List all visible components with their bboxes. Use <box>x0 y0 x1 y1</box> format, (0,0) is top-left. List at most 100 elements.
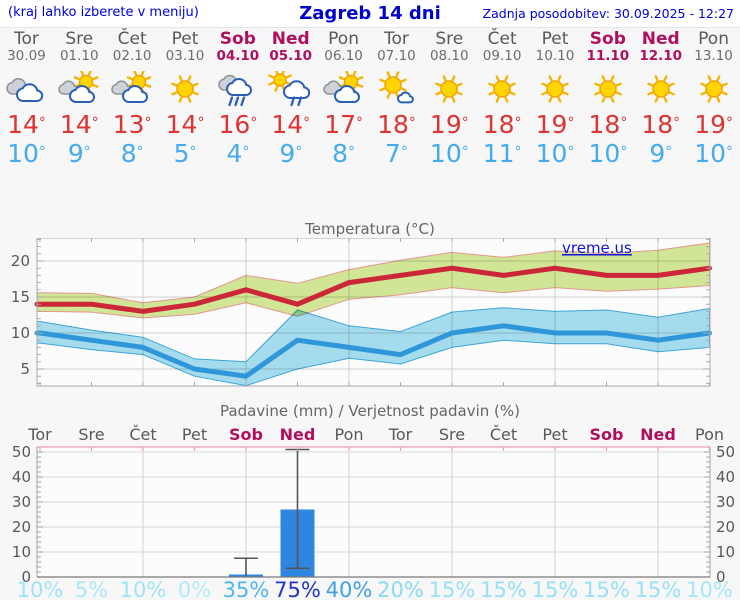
high-temp: 13° <box>112 110 152 139</box>
day-column[interactable]: Pon 06.10 17° 8° <box>317 30 370 168</box>
day-date: 02.10 <box>112 48 152 64</box>
day-name: Tor <box>13 29 39 49</box>
day-column[interactable]: Čet 09.10 18° 11° <box>476 29 529 169</box>
day-date: 11.10 <box>586 48 630 64</box>
day-date: 09.10 <box>482 48 522 64</box>
day-column[interactable]: Pet 10.10 19° 10° <box>529 29 582 169</box>
high-temp: 19° <box>535 110 575 139</box>
precip-probability-label: 15% <box>583 578 630 600</box>
day-name: Pon <box>328 29 359 49</box>
precip-axis-label-right: 10 <box>716 543 735 561</box>
sun-icon <box>634 71 687 109</box>
last-update-text: Zadnja posodobitev: 30.09.2025 - 12:27 <box>482 6 734 21</box>
precipitation-chart-title: Padavine (mm) / Verjetnost padavin (%) <box>220 402 520 420</box>
menu-note[interactable]: (kraj lahko izberete v meniju) <box>8 5 199 20</box>
day-column[interactable]: Pet 03.10 14° 5° <box>159 30 212 169</box>
sun-part <box>541 75 569 103</box>
temp-axis-label: 10 <box>11 324 30 342</box>
precip-day-label: Ned <box>640 425 676 444</box>
day-column[interactable]: Tor 30.09 14° 10° <box>0 30 53 168</box>
day-name: Sob <box>219 29 256 49</box>
day-name: Čet <box>487 29 517 49</box>
precip-axis-label-right: 40 <box>716 468 735 486</box>
sun-small-cloud-icon <box>370 71 423 109</box>
sun-part <box>488 75 516 103</box>
sun-icon <box>159 71 212 109</box>
day-date: 03.10 <box>165 48 205 64</box>
day-column[interactable]: Sre 08.10 19° 10° <box>423 29 476 169</box>
temp-axis-label: 20 <box>11 252 30 270</box>
precip-day-label: Sre <box>78 425 104 444</box>
high-temp: 17° <box>324 110 363 139</box>
day-date: 10.10 <box>535 48 575 64</box>
high-temp: 18° <box>588 110 628 139</box>
sun-rain-icon <box>264 68 317 109</box>
day-column[interactable]: Čet 02.10 13° 8° <box>106 30 159 168</box>
high-temp: 19° <box>694 110 733 139</box>
day-column[interactable]: Pon 13.10 19° 10° <box>687 30 740 169</box>
day-name: Ned <box>641 29 680 49</box>
day-column[interactable]: Sre 01.10 14° 9° <box>53 30 106 168</box>
day-name: Sre <box>435 29 464 49</box>
precip-day-label: Tor <box>388 425 413 444</box>
precip-day-label: Tor <box>27 425 52 444</box>
sun-icon <box>529 71 582 109</box>
day-column[interactable]: Tor 07.10 18° 7° <box>370 29 423 169</box>
sun-part <box>379 71 408 99</box>
sun-icon <box>476 71 529 109</box>
high-temp: 16° <box>218 110 258 139</box>
vreme-us-link[interactable]: vreme.us <box>562 239 632 257</box>
precip-probability-label: 75% <box>274 578 321 600</box>
low-temp: 10° <box>7 139 46 168</box>
sun-behind-cloud-icon <box>106 69 159 109</box>
day-date: 07.10 <box>377 48 416 64</box>
rain-cloud-icon <box>211 71 264 109</box>
sun-part <box>594 75 622 103</box>
high-temp: 19° <box>429 110 469 139</box>
high-temp: 14° <box>271 110 311 139</box>
precip-probability-label: 10% <box>17 578 64 600</box>
sun-part <box>647 75 675 103</box>
day-name: Čet <box>117 29 147 49</box>
temp-axis-label: 15 <box>11 288 30 306</box>
low-temp: 5° <box>173 139 197 168</box>
high-temp: 18° <box>377 110 416 139</box>
precip-probability-label: 15% <box>532 578 579 600</box>
precip-probability-label: 5% <box>75 578 108 600</box>
low-temp: 8° <box>332 139 355 168</box>
precip-probability-label: 20% <box>377 578 424 600</box>
max-temp-line <box>34 265 712 314</box>
high-temp: 14° <box>7 110 46 139</box>
precipitation-chart: Tor Sre Čet Pet Sob Ned Pon Tor Sre Čet Pet Sob Ned P… <box>12 425 735 600</box>
precip-axis-label-left: 40 <box>12 468 31 486</box>
precip-axis-label-left: 10 <box>12 543 31 561</box>
precip-day-label: Pon <box>695 425 724 444</box>
precip-probability-label: 15% <box>635 578 682 600</box>
min-temp-line <box>34 323 712 379</box>
high-temp: 18° <box>641 110 681 139</box>
low-temp: 7° <box>385 139 408 168</box>
sun-icon <box>423 71 476 109</box>
day-name: Sre <box>65 29 94 49</box>
day-date: 13.10 <box>694 48 733 64</box>
day-column[interactable]: Ned 12.10 18° 9° <box>634 29 687 169</box>
precip-axis-label-left: 20 <box>12 518 31 536</box>
temperature-chart-title: Temperatura (°C) <box>305 220 435 238</box>
day-column[interactable]: Sob 04.10 16° 4° <box>211 29 264 169</box>
day-date: 05.10 <box>269 48 313 64</box>
low-temp: 4° <box>226 139 250 168</box>
day-name: Tor <box>383 29 409 49</box>
day-name: Pet <box>541 29 569 49</box>
high-temp: 14° <box>165 110 205 139</box>
day-column[interactable]: Sob 11.10 18° 10° <box>581 30 634 169</box>
temp-axis-label: 5 <box>20 360 30 378</box>
sun-behind-cloud-icon <box>53 69 106 109</box>
day-column[interactable]: Ned 05.10 14° 9° <box>264 30 317 168</box>
precip-axis-label-left: 50 <box>12 443 31 461</box>
low-temp: 9° <box>279 139 303 168</box>
precip-day-label: Čet <box>490 425 517 444</box>
day-date: 30.09 <box>7 48 46 64</box>
precip-day-label: Pet <box>542 425 567 444</box>
clouds-icon <box>0 71 53 109</box>
